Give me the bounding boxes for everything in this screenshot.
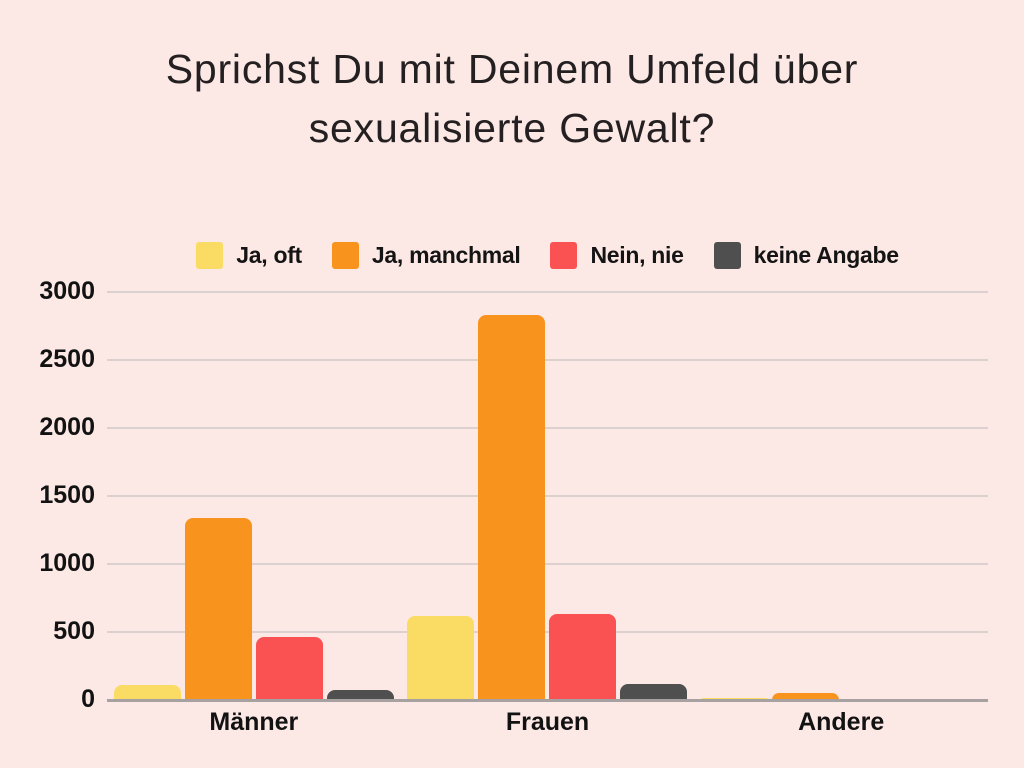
bar-frauen-ja-manchmal [478,315,546,700]
legend-item-4: keine Angabe [713,242,899,269]
gridline [107,427,988,429]
bar-frauen-nein-nie [549,614,617,700]
y-tick-label: 3000 [39,277,95,305]
bar-frauen-ja-oft [407,616,475,700]
gridline [107,359,988,361]
legend-swatch-icon [713,242,741,269]
bar-männer-ja-oft [113,685,181,700]
x-axis-line [107,699,988,702]
legend-swatch-icon [550,242,578,269]
bar-group-andere [694,292,988,700]
legend-label: keine Angabe [753,242,899,268]
gridline [107,563,988,565]
y-axis: 0 500 1000 1500 2000 2500 3000 [0,277,95,713]
y-tick-label: 1500 [39,481,95,509]
bar-andere-ja-manchmal [772,693,840,700]
legend: Ja, oft Ja, manchmal Nein, nie keine Angabe [107,242,988,269]
bar-männer-nein-nie [255,637,323,700]
bar-männer-keine-angabe [326,690,394,700]
chart-title: Sprichst Du mit Deinem Umfeld über sexua… [0,40,1024,159]
y-tick-label: 0 [81,685,95,713]
legend-swatch-icon [331,242,359,269]
legend-item-1: Ja, oft [196,242,302,269]
x-axis: Männer Frauen Andere [107,708,988,748]
y-tick-label: 2500 [39,345,95,373]
plot-area [107,291,988,702]
chart-title-line-1: Sprichst Du mit Deinem Umfeld über [165,46,859,92]
y-tick-label: 2000 [39,413,95,441]
gridline [107,495,988,497]
y-tick-label: 500 [53,617,95,645]
x-axis-label: Andere [798,708,885,736]
bar-group-frauen [401,292,695,700]
chart-title-line-2: sexualisierte Gewalt? [308,105,716,152]
x-axis-label: Männer [209,708,299,736]
legend-label: Ja, manchmal [371,242,521,268]
gridline [107,631,988,633]
bar-frauen-keine-angabe [620,684,688,700]
legend-item-3: Nein, nie [550,242,684,269]
legend-label: Ja, oft [236,242,302,268]
legend-swatch-icon [196,242,224,269]
gridline [107,291,988,293]
legend-item-2: Ja, manchmal [331,242,521,269]
x-axis-label: Frauen [505,708,590,736]
bar-männer-ja-manchmal [184,518,252,700]
legend-label: Nein, nie [590,242,684,268]
y-tick-label: 1000 [39,549,95,577]
bar-group-männer [107,292,401,700]
